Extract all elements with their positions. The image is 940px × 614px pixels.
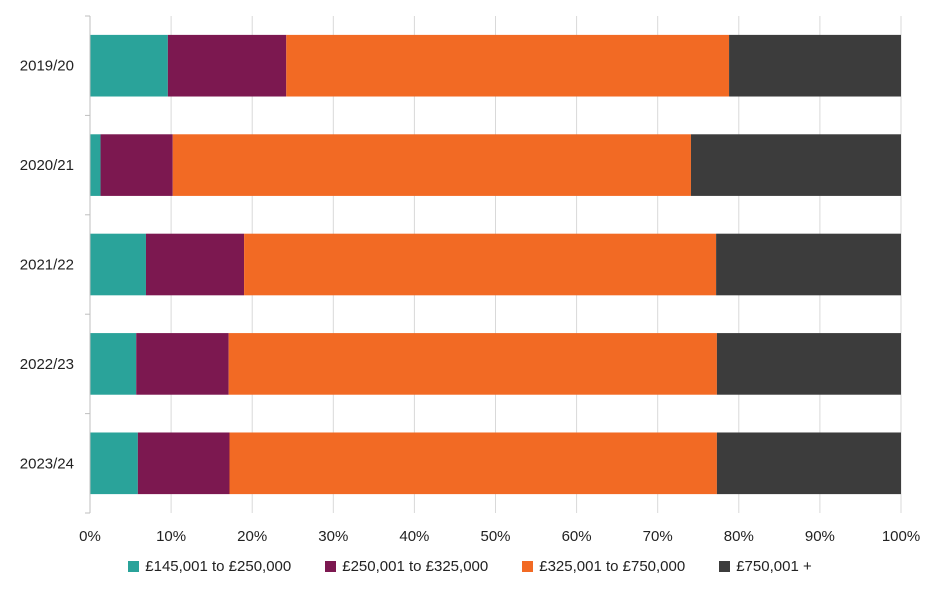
bar-segment <box>228 333 717 395</box>
bar-segment <box>90 34 168 97</box>
legend-label: £325,001 to £750,000 <box>539 558 686 575</box>
bar-segment <box>137 432 230 495</box>
y-tick-label: 2020/21 <box>20 157 74 174</box>
legend-item: £750,001 + <box>719 558 812 575</box>
x-tick-label: 50% <box>480 528 510 545</box>
bars <box>90 34 901 495</box>
y-tick-label: 2022/23 <box>20 356 74 373</box>
y-tick-label: 2023/24 <box>20 455 74 472</box>
y-tick-label: 2021/22 <box>20 257 74 274</box>
legend-swatch <box>719 561 731 572</box>
legend-swatch <box>128 561 140 572</box>
x-tick-label: 60% <box>562 528 592 545</box>
x-tick-label: 70% <box>643 528 673 545</box>
legend-label: £145,001 to £250,000 <box>145 558 292 575</box>
legend-label: £250,001 to £325,000 <box>342 558 489 575</box>
legend-item: £145,001 to £250,000 <box>128 558 291 575</box>
bar-segment <box>286 34 730 97</box>
bar-segment <box>244 233 717 296</box>
bar-segment <box>716 233 901 296</box>
x-tick-label: 0% <box>79 528 101 545</box>
legend-swatch <box>325 561 337 572</box>
bar-segment <box>729 34 901 97</box>
legend-swatch <box>522 561 534 572</box>
x-tick-label: 20% <box>237 528 267 545</box>
bar-segment <box>90 233 146 296</box>
bar-segment <box>716 333 901 395</box>
bar-segment <box>690 134 901 196</box>
legend: £145,001 to £250,000 £250,001 to £325,000… <box>0 558 940 575</box>
x-tick-label: 30% <box>318 528 348 545</box>
bar-segment <box>229 432 717 495</box>
axes: 0% 10% 20% 30% 40% 50% 60% 70% 80% 90% 100% 2019/20… <box>20 15 920 545</box>
x-tick-label: 90% <box>805 528 835 545</box>
bar-segment <box>145 233 245 296</box>
x-tick-label: 40% <box>399 528 429 545</box>
bar-segment <box>90 134 101 196</box>
legend-item: £250,001 to £325,000 <box>325 558 488 575</box>
bar-segment <box>136 333 229 395</box>
bar-segment <box>716 432 901 495</box>
legend-item: £325,001 to £750,000 <box>522 558 685 575</box>
legend-label: £750,001 + <box>736 558 812 575</box>
x-tick-label: 10% <box>156 528 186 545</box>
bar-segment <box>90 432 138 495</box>
x-tick-label: 80% <box>724 528 754 545</box>
bar-segment <box>167 34 287 97</box>
bar-segment <box>172 134 691 196</box>
y-tick-label: 2019/20 <box>20 58 74 75</box>
bar-segment <box>100 134 173 196</box>
x-tick-label: 100% <box>882 528 920 545</box>
bar-segment <box>90 333 137 395</box>
